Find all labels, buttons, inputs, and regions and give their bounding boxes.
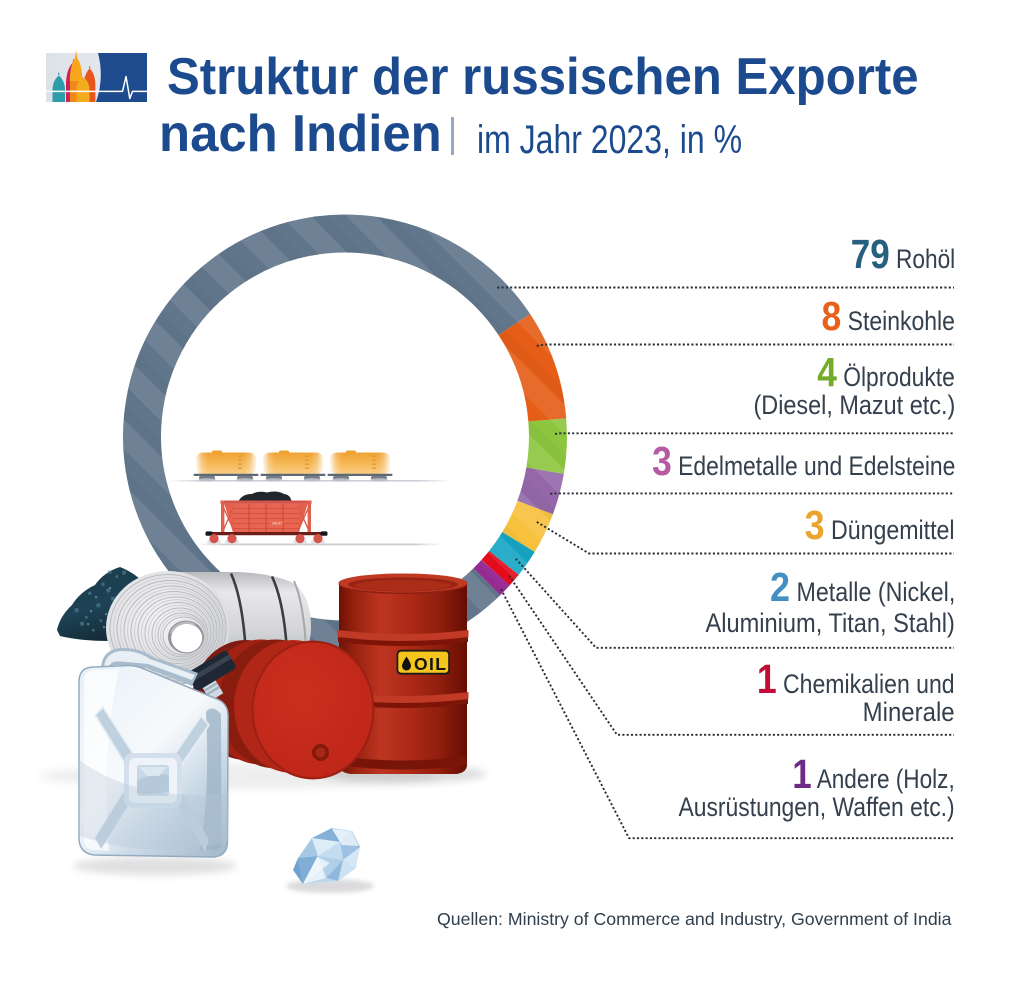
- svg-text:240-87: 240-87: [272, 522, 282, 526]
- svg-text:OIL: OIL: [414, 654, 446, 674]
